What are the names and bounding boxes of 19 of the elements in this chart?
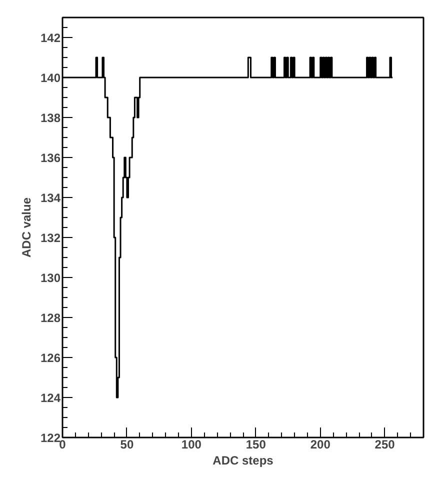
y-tick-label: 128	[40, 311, 61, 325]
y-axis-title: ADC value	[19, 197, 34, 258]
x-axis-title: ADC steps	[212, 454, 274, 468]
x-tick-label: 100	[181, 438, 202, 452]
x-tick-label: 200	[310, 438, 331, 452]
y-tick-label: 132	[40, 231, 61, 245]
y-tick-label: 124	[40, 391, 61, 405]
y-tick-label: 130	[40, 271, 61, 285]
y-tick-label: 134	[40, 191, 61, 205]
y-tick-label: 122	[40, 431, 61, 445]
x-tick-label: 150	[246, 438, 266, 452]
x-tick-label: 250	[374, 438, 396, 452]
y-tick-label: 140	[40, 71, 61, 85]
y-tick-label: 126	[40, 351, 61, 365]
x-tick-label: 0	[59, 438, 66, 452]
y-tick-label: 136	[40, 151, 61, 165]
y-tick-label: 142	[40, 31, 61, 45]
y-tick-label: 138	[40, 111, 61, 125]
x-tick-label: 50	[120, 438, 134, 452]
